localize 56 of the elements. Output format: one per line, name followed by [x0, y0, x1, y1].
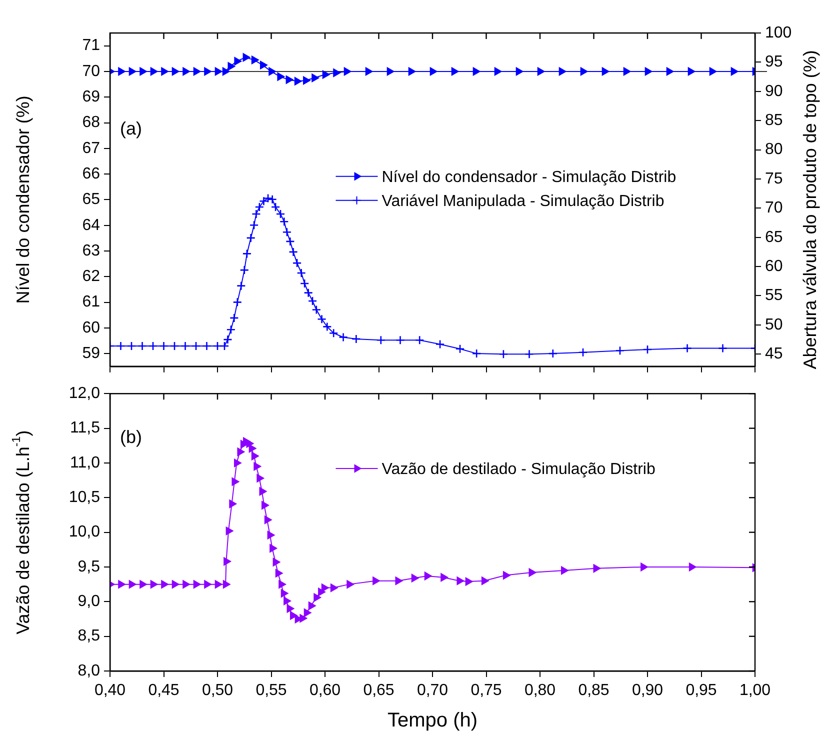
- y-tick-label: 62: [82, 268, 100, 286]
- y-tick-label: 60: [82, 319, 100, 336]
- x-tick-label: 0,50: [202, 682, 234, 700]
- annotation: (b): [120, 426, 142, 447]
- y-tick-label: 10,0: [68, 524, 100, 541]
- legend-label: Variável Manipulada - Simulação Distrib: [382, 192, 664, 210]
- y-tick-label: 59: [82, 344, 100, 362]
- y-tick-label: 9,5: [78, 558, 100, 576]
- y2-tick-label: 65: [765, 228, 783, 246]
- y-tick-label: 8,0: [78, 662, 100, 680]
- x-tick-label: 1,00: [739, 682, 771, 700]
- y-tick-label: 71: [82, 37, 100, 54]
- y2-tick-label: 60: [765, 258, 783, 275]
- x-tick-label: 0,90: [632, 682, 664, 700]
- y2-tick-label: 55: [765, 287, 783, 304]
- y2-tick-label: 70: [765, 200, 783, 217]
- y2-tick-label: 80: [765, 141, 783, 158]
- y2-tick-label: 45: [765, 346, 783, 363]
- y-tick-label: 64: [82, 216, 100, 234]
- x-tick-label: 0,95: [686, 682, 717, 700]
- y2-tick-label: 75: [765, 170, 783, 188]
- x-axis-title: Tempo (h): [387, 710, 478, 732]
- y-tick-label: 11,5: [70, 420, 100, 437]
- x-tick-label: 0,70: [416, 682, 448, 700]
- x-tick-label: 0,45: [148, 682, 180, 700]
- legend-label: Vazão de destilado - Simulação Distrib: [382, 460, 656, 478]
- x-tick-label: 0,60: [309, 682, 341, 700]
- y2-tick-label: 50: [765, 316, 783, 334]
- y-tick-label: 61: [82, 294, 100, 311]
- annotation: (a): [120, 118, 142, 139]
- y-tick-label: 12,0: [68, 385, 100, 402]
- y-axis-title: Vazão de destilado (L.h-1): [10, 430, 33, 634]
- y-tick-label: 10,5: [68, 489, 100, 506]
- x-tick-label: 0,55: [256, 682, 287, 700]
- y-tick-label: 67: [82, 140, 100, 157]
- y-axis-title: Nível do condensador (%): [12, 96, 33, 304]
- y-tick-label: 8,5: [78, 628, 100, 645]
- y-tick-label: 66: [82, 165, 100, 182]
- x-tick-label: 0,75: [470, 682, 502, 700]
- y2-tick-label: 85: [765, 112, 783, 129]
- y-tick-label: 69: [82, 88, 100, 106]
- y-tick-label: 63: [82, 242, 100, 260]
- y-tick-label: 65: [82, 191, 100, 208]
- y-tick-label: 9,0: [78, 593, 100, 610]
- legend-label: Nível do condensador - Simulação Distrib: [382, 168, 676, 186]
- x-tick-label: 0,80: [524, 682, 556, 700]
- x-tick-label: 0,85: [578, 682, 610, 700]
- y-tick-label: 11,0: [70, 454, 100, 472]
- x-tick-label: 0,40: [94, 682, 126, 700]
- y-tick-label: 70: [82, 62, 100, 80]
- y-tick-label: 68: [82, 114, 100, 132]
- y2-tick-label: 100: [765, 24, 792, 42]
- y2-tick-label: 95: [765, 54, 783, 71]
- x-tick-label: 0,65: [363, 682, 394, 700]
- y2-axis-title: Abertura válvula do produto de topo (%): [800, 50, 820, 370]
- y2-tick-label: 90: [765, 82, 783, 100]
